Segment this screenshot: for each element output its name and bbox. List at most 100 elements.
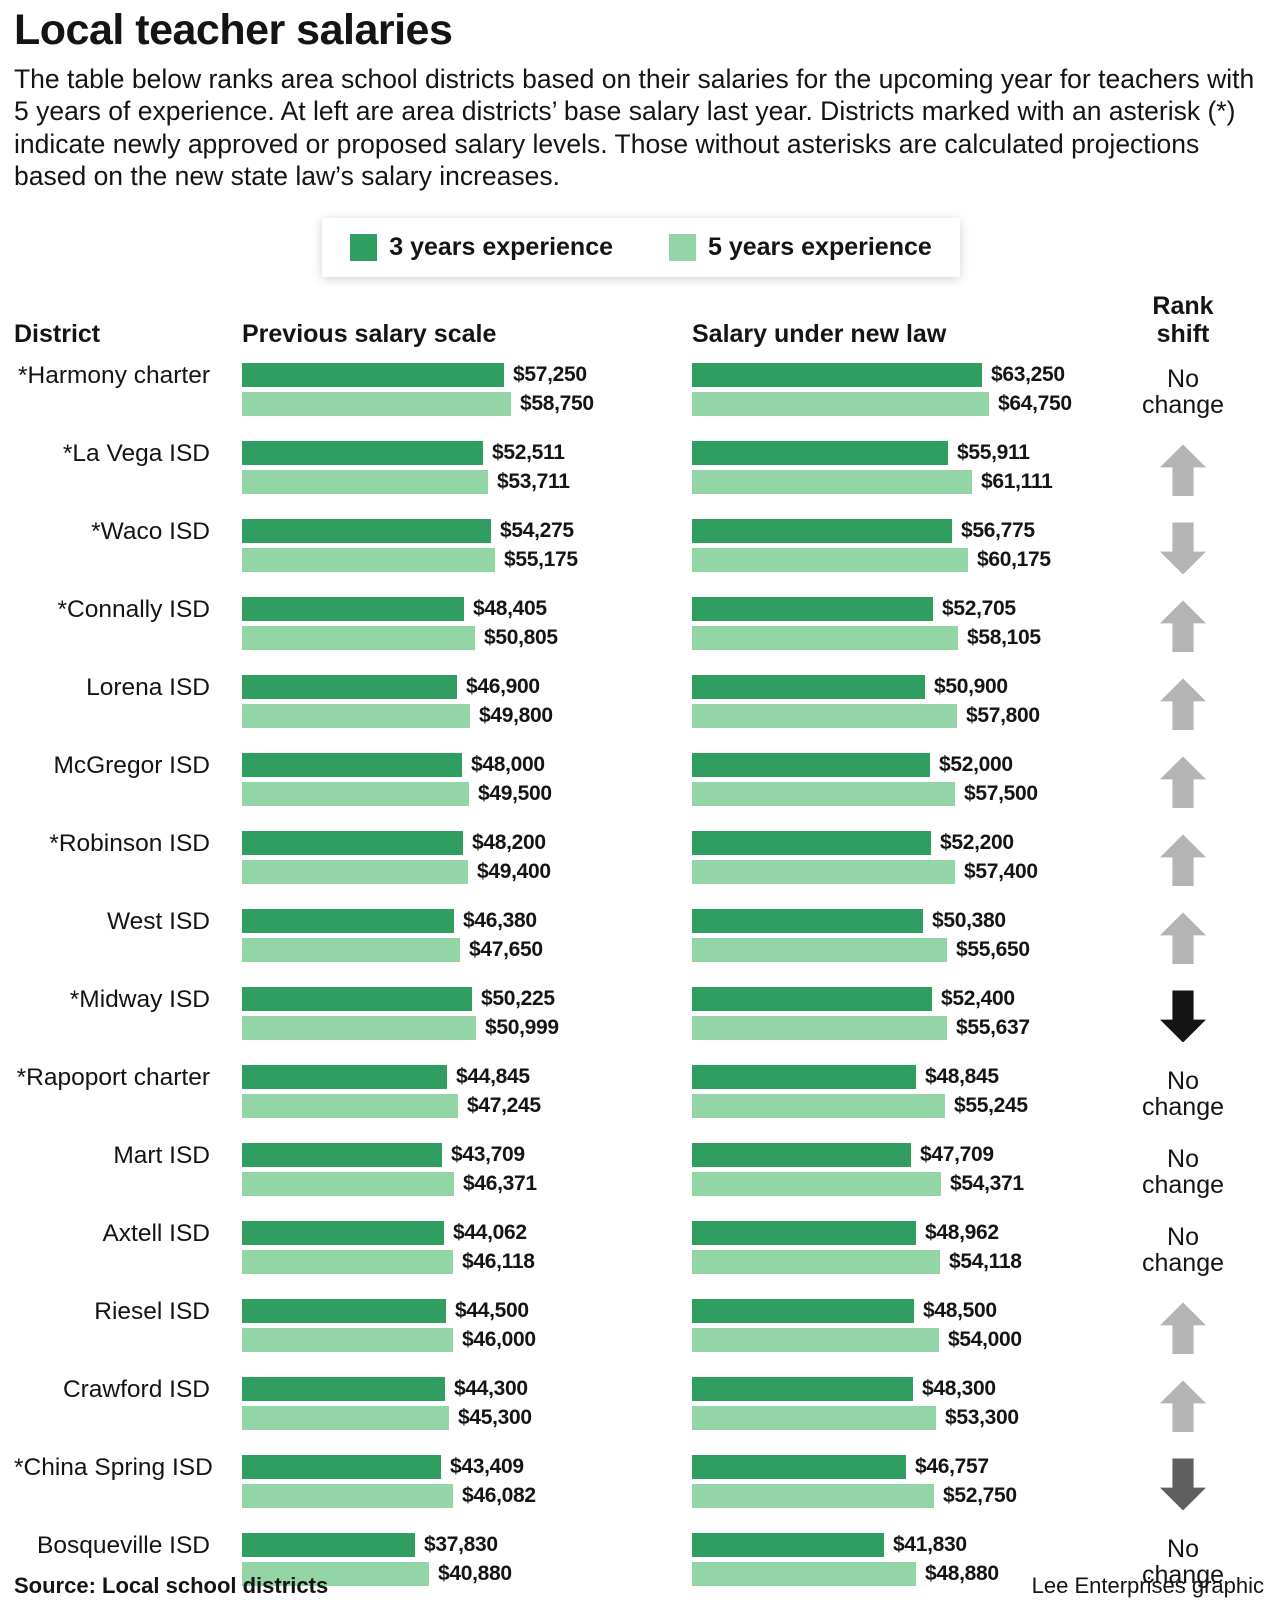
rank-no-change-label: No change (1141, 1223, 1225, 1278)
new-3yr-bar (692, 831, 931, 856)
rank-up-arrow-icon (1160, 1302, 1206, 1355)
table-row: *Waco ISD $54,275 $55,175 $56,775 $60,17… (14, 519, 1268, 577)
rank-shift-cell (1098, 597, 1268, 655)
previous-salary-bars: $50,225 $50,999 (228, 987, 678, 1045)
new-law-salary-bars: $55,911 $61,111 (678, 441, 1098, 499)
new-3yr-value: $48,500 (923, 1299, 997, 1323)
table-row: Axtell ISD $44,062 $46,118 $48,962 $54,1… (14, 1221, 1268, 1279)
prev-5yr-bar (242, 860, 468, 885)
rank-shift-cell (1098, 1377, 1268, 1435)
rank-shift-cell (1098, 675, 1268, 733)
table-row: McGregor ISD $48,000 $49,500 $52,000 $57… (14, 753, 1268, 811)
district-label: *Connally ISD (57, 596, 210, 624)
rank-down-arrow-icon (1160, 1458, 1206, 1511)
new-law-salary-bars: $56,775 $60,175 (678, 519, 1098, 577)
prev-3yr-value: $46,900 (466, 675, 540, 699)
prev-5yr-bar (242, 1562, 429, 1587)
new-3yr-bar (692, 909, 923, 934)
new-5yr-value: $54,371 (950, 1172, 1024, 1196)
prev-3yr-bar (242, 753, 462, 778)
new-3yr-bar (692, 753, 930, 778)
previous-salary-bars: $37,830 $40,880 (228, 1533, 678, 1591)
rank-up-arrow-icon (1160, 912, 1206, 965)
new-5yr-value: $55,637 (956, 1016, 1030, 1040)
credit-note: Lee Enterprises graphic (1031, 1573, 1264, 1598)
previous-salary-bars: $48,200 $49,400 (228, 831, 678, 889)
table-row: *Connally ISD $48,405 $50,805 $52,705 $5… (14, 597, 1268, 655)
new-5yr-value: $53,300 (945, 1406, 1019, 1430)
prev-3yr-value: $37,830 (424, 1533, 498, 1557)
prev-5yr-value: $46,082 (462, 1484, 536, 1508)
rank-shift-cell: No change (1098, 1143, 1268, 1201)
legend-label-3yr: 3 years experience (389, 233, 613, 262)
prev-3yr-bar (242, 909, 454, 934)
previous-salary-bars: $44,500 $46,000 (228, 1299, 678, 1357)
rank-down-arrow-icon (1160, 990, 1206, 1043)
new-5yr-bar (692, 704, 957, 729)
new-3yr-bar (692, 1143, 911, 1168)
new-5yr-value: $58,105 (967, 626, 1041, 650)
new-5yr-bar (692, 1172, 941, 1197)
rank-shift-cell (1098, 831, 1268, 889)
new-5yr-value: $54,000 (948, 1328, 1022, 1352)
new-3yr-value: $56,775 (961, 519, 1035, 543)
table-row: Crawford ISD $44,300 $45,300 $48,300 $53… (14, 1377, 1268, 1435)
prev-3yr-value: $44,845 (456, 1065, 530, 1089)
new-5yr-bar (692, 1094, 945, 1119)
rank-up-arrow-icon (1160, 600, 1206, 653)
prev-5yr-bar (242, 704, 470, 729)
new-3yr-value: $55,911 (957, 441, 1030, 465)
new-5yr-value: $48,880 (925, 1562, 999, 1586)
district-label: *La Vega ISD (62, 440, 210, 468)
district-label: McGregor ISD (53, 752, 210, 780)
previous-salary-bars: $43,409 $46,082 (228, 1455, 678, 1513)
new-5yr-value: $64,750 (998, 392, 1072, 416)
rank-shift-cell (1098, 987, 1268, 1045)
rank-shift-cell: No change (1098, 363, 1268, 421)
previous-salary-bars: $44,845 $47,245 (228, 1065, 678, 1123)
col-header-district: District (14, 319, 101, 348)
new-3yr-bar (692, 1299, 914, 1324)
new-5yr-value: $57,500 (964, 782, 1038, 806)
prev-5yr-value: $47,245 (467, 1094, 541, 1118)
new-5yr-value: $60,175 (977, 548, 1051, 572)
table-row: *La Vega ISD $52,511 $53,711 $55,911 $61… (14, 441, 1268, 499)
legend-swatch-5yr-icon (669, 234, 696, 262)
new-3yr-bar (692, 675, 925, 700)
new-law-salary-bars: $50,900 $57,800 (678, 675, 1098, 733)
new-3yr-bar (692, 441, 948, 466)
previous-salary-bars: $48,405 $50,805 (228, 597, 678, 655)
new-law-salary-bars: $47,709 $54,371 (678, 1143, 1098, 1201)
prev-5yr-value: $50,999 (485, 1016, 559, 1040)
prev-5yr-bar (242, 1484, 453, 1509)
district-label: *Waco ISD (91, 518, 210, 546)
new-law-salary-bars: $48,962 $54,118 (678, 1221, 1098, 1279)
rank-shift-cell (1098, 909, 1268, 967)
prev-5yr-value: $58,750 (520, 392, 594, 416)
new-3yr-value: $52,000 (939, 753, 1013, 777)
rank-shift-cell (1098, 519, 1268, 577)
prev-5yr-value: $45,300 (458, 1406, 532, 1430)
new-5yr-bar (692, 938, 947, 963)
prev-3yr-bar (242, 519, 491, 544)
new-3yr-value: $41,830 (893, 1533, 967, 1557)
legend: 3 years experience 5 years experience (322, 218, 960, 278)
district-label: Crawford ISD (62, 1376, 210, 1404)
new-3yr-value: $48,845 (925, 1065, 999, 1089)
new-5yr-bar (692, 1484, 934, 1509)
prev-5yr-bar (242, 470, 488, 495)
prev-5yr-bar (242, 1172, 454, 1197)
rank-no-change-label: No change (1141, 1067, 1225, 1122)
district-label: *Robinson ISD (49, 830, 210, 858)
new-law-salary-bars: $46,757 $52,750 (678, 1455, 1098, 1513)
new-5yr-bar (692, 1562, 916, 1587)
prev-3yr-value: $57,250 (513, 363, 587, 387)
previous-salary-bars: $52,511 $53,711 (228, 441, 678, 499)
prev-5yr-bar (242, 1016, 476, 1041)
new-3yr-bar (692, 1221, 916, 1246)
new-5yr-bar (692, 392, 989, 417)
new-3yr-value: $46,757 (915, 1455, 989, 1479)
legend-label-5yr: 5 years experience (708, 233, 932, 262)
rank-shift-cell (1098, 753, 1268, 811)
